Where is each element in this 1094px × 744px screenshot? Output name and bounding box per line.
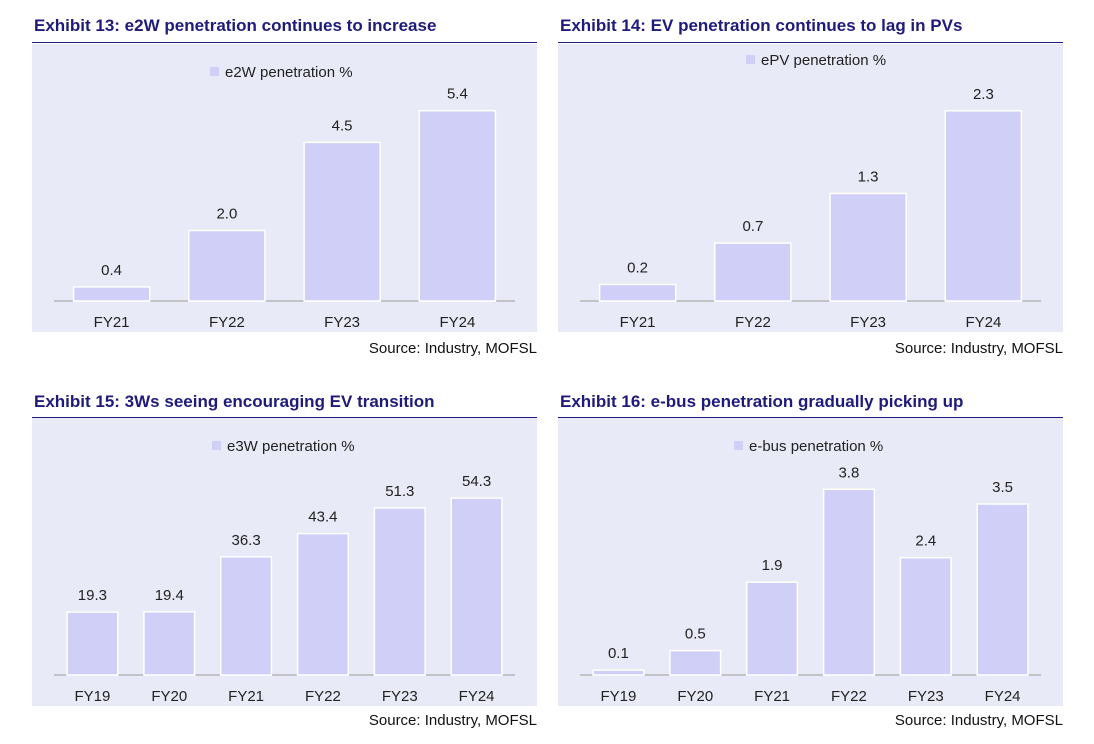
bar-fy19 [592,669,645,676]
chart-legend: ePV penetration % [746,52,886,69]
legend-swatch [210,67,219,76]
bar-fy21 [219,556,273,676]
x-tick-label: FY21 [94,314,130,331]
title-rule [558,42,1063,43]
x-tick-label: FY24 [439,314,475,331]
chart-panel-e3w: Exhibit 15: 3Ws seeing encouraging EV tr… [32,392,537,738]
data-label: 1.3 [858,169,879,186]
x-tick-label: FY23 [908,688,944,705]
bar-fy24 [944,110,1023,302]
bar-fy24 [976,503,1029,676]
data-label: 2.4 [915,533,936,550]
x-tick-label: FY22 [831,688,867,705]
data-label: 19.4 [155,587,184,604]
legend-swatch [746,55,755,64]
data-label: 19.3 [78,587,107,604]
x-tick-label: FY23 [382,688,418,705]
chart-panel-epv: Exhibit 14: EV penetration continues to … [558,16,1063,362]
data-label: 0.1 [608,645,629,662]
bar-chart-svg: 19.3 FY19 19.4 FY20 36.3 FY21 43.4 FY22 51.3 FY23… [54,473,515,705]
chart-panel-e2w: Exhibit 13: e2W penetration continues to… [32,16,537,362]
data-label: 0.2 [627,260,648,277]
bar-fy23 [373,507,426,676]
x-tick-label: FY19 [74,688,110,705]
x-tick-label: FY23 [850,314,886,331]
chart-title: Exhibit 15: 3Ws seeing encouraging EV tr… [34,392,435,411]
data-label: 0.4 [101,262,122,279]
bar-fy24 [450,497,503,676]
data-label: 2.0 [216,206,237,223]
data-label: 43.4 [308,509,337,526]
bar-chart-svg: 0.1 FY19 0.5 FY20 1.9 FY21 3.8 FY22 2.4 FY23 3.5 FY… [580,464,1041,705]
source-note: Source: Industry, MOFSL [894,712,1063,729]
title-rule [32,417,537,418]
chart-title: Exhibit 14: EV penetration continues to … [560,16,963,35]
chart-legend: e-bus penetration % [734,438,883,455]
data-label: 4.5 [332,117,353,134]
x-tick-label: FY21 [754,688,790,705]
bar-fy19 [66,611,119,676]
source-note: Source: Industry, MOFSL [368,712,537,729]
data-label: 51.3 [385,483,414,500]
data-label: 0.5 [685,626,706,643]
data-label: 3.5 [992,479,1013,496]
data-label: 36.3 [231,532,260,549]
chart-panel-ebus: Exhibit 16: e-bus penetration gradually … [558,392,1063,738]
x-tick-label: FY19 [600,688,636,705]
data-label: 54.3 [462,473,491,490]
bar-fy20 [669,649,722,676]
bar-fy22 [188,229,266,302]
plot-area: e3W penetration % 19.3 FY19 19.4 FY20 36.3 FY… [32,418,537,706]
legend-swatch [734,441,743,450]
x-tick-label: FY22 [735,314,771,331]
title-rule [32,42,537,43]
chart-legend: e3W penetration % [212,438,355,455]
legend-label: e2W penetration % [225,64,353,81]
bar-chart-svg: 0.2 FY21 0.7 FY22 1.3 FY23 2.3 FY24 [580,86,1041,331]
data-label: 2.3 [973,86,994,103]
title-rule [558,417,1063,418]
bar-fy24 [418,109,497,302]
bar-fy21 [72,286,151,302]
x-tick-label: FY20 [151,688,187,705]
legend-label: e-bus penetration % [749,438,884,455]
x-tick-label: FY23 [324,314,360,331]
x-tick-label: FY24 [985,688,1021,705]
x-tick-label: FY22 [209,314,245,331]
legend-swatch [212,441,221,450]
plot-area: ePV penetration % 0.2 FY21 0.7 FY22 1.3 FY23 2… [558,44,1063,332]
bar-fy23 [899,556,952,676]
x-tick-label: FY20 [677,688,713,705]
source-note: Source: Industry, MOFSL [368,340,537,357]
bar-fy23 [829,192,907,302]
bar-fy22 [296,532,350,676]
plot-area: e-bus penetration % 0.1 FY19 0.5 FY20 1.9 FY2… [558,418,1063,706]
chart-legend: e2W penetration % [210,64,353,81]
x-tick-label: FY21 [620,314,656,331]
bar-fy21 [745,581,799,676]
x-tick-label: FY24 [965,314,1001,331]
x-tick-label: FY22 [305,688,341,705]
bar-fy22 [822,488,876,676]
x-tick-label: FY21 [228,688,264,705]
bar-fy22 [714,242,792,302]
plot-area: e2W penetration % 0.4 FY21 2.0 FY22 4.5 FY23 5… [32,44,537,332]
bar-fy21 [598,283,677,302]
chart-title: Exhibit 13: e2W penetration continues to… [34,16,437,35]
bar-fy20 [143,611,196,676]
data-label: 5.4 [447,86,468,103]
source-note: Source: Industry, MOFSL [894,340,1063,357]
legend-label: ePV penetration % [761,52,887,69]
data-label: 1.9 [762,557,783,574]
x-tick-label: FY24 [459,688,495,705]
bar-chart-svg: 0.4 FY21 2.0 FY22 4.5 FY23 5.4 FY24 [54,86,515,331]
bar-fy23 [303,141,381,302]
chart-title: Exhibit 16: e-bus penetration gradually … [560,392,964,411]
data-label: 0.7 [742,218,763,235]
legend-label: e3W penetration % [227,438,355,455]
data-label: 3.8 [838,464,859,481]
